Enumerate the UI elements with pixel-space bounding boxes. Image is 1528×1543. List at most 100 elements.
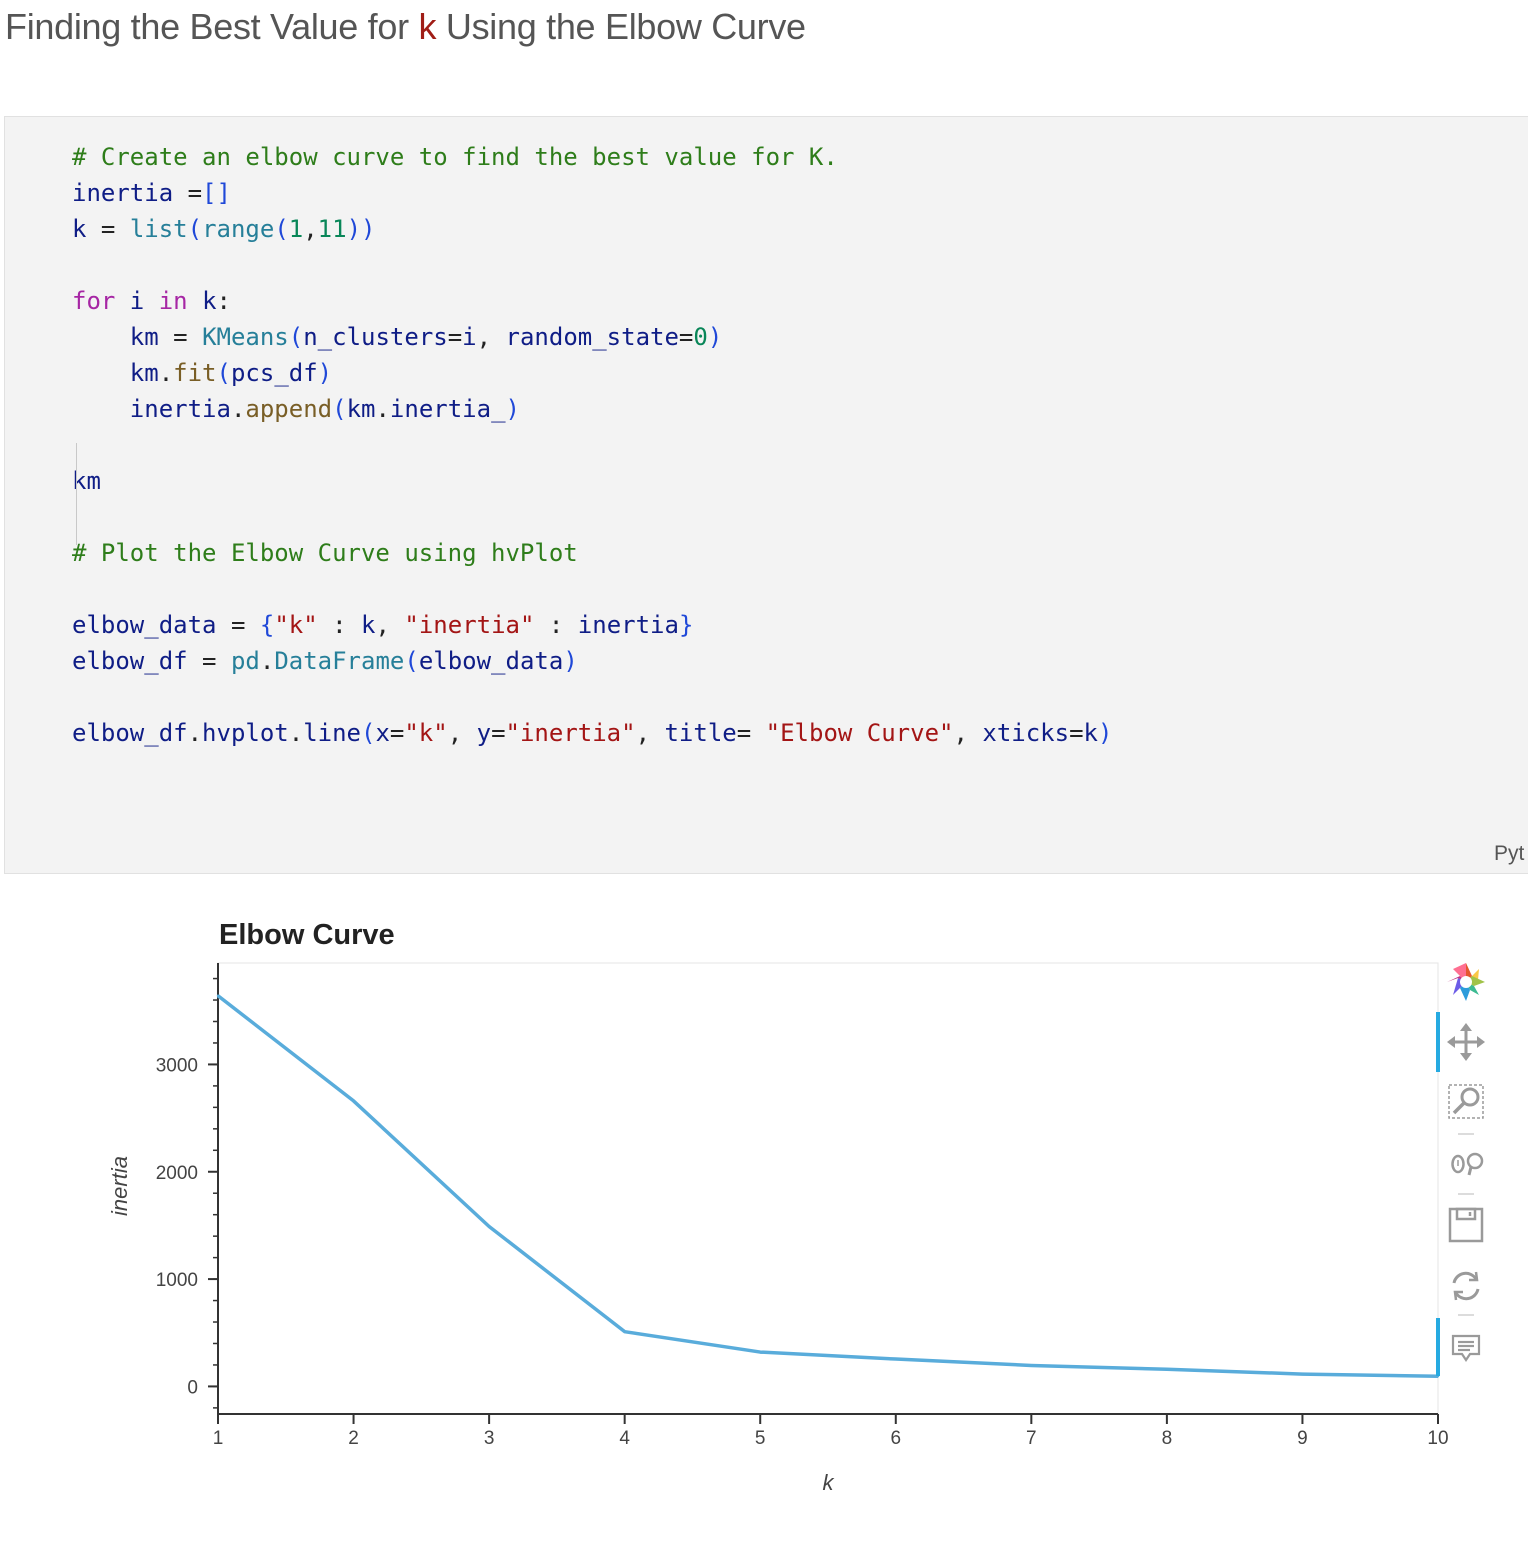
data-point[interactable]: [216, 994, 220, 997]
heading-text-before: Finding the Best Value for: [5, 6, 419, 47]
code-token: k: [187, 287, 217, 315]
code-token: inertia: [72, 179, 188, 207]
y-tick-label: 3000: [156, 1055, 198, 1076]
reset-icon[interactable]: [1452, 1271, 1480, 1301]
save-icon[interactable]: [1448, 1207, 1484, 1243]
code-line: inertia =[]: [72, 175, 1112, 211]
code-token: [318, 611, 332, 639]
code-token: pcs_df: [230, 359, 318, 387]
plot-frame[interactable]: [217, 962, 1439, 1415]
code-token: elbow_df: [72, 647, 203, 675]
code-token: .: [230, 395, 246, 423]
y-tick-label: 2000: [156, 1163, 198, 1184]
code-token: y: [462, 719, 492, 747]
code-token: (: [361, 719, 376, 747]
code-token: inertia: [72, 395, 231, 423]
code-token: ,: [447, 719, 463, 747]
code-line: elbow_df = pd.DataFrame(elbow_data): [72, 643, 1112, 679]
code-token: [751, 719, 765, 747]
code-line: for i in k:: [72, 283, 1112, 319]
code-token: =: [678, 323, 694, 351]
code-token: ,: [953, 719, 968, 747]
x-tick-label: 7: [1026, 1428, 1037, 1449]
data-point[interactable]: [894, 1357, 897, 1361]
code-token: 1: [288, 215, 304, 243]
code-editor[interactable]: # Create an elbow curve to find the best…: [72, 139, 1112, 751]
code-token: .: [187, 719, 203, 747]
data-point[interactable]: [487, 1225, 491, 1228]
hover-icon[interactable]: [1451, 1334, 1481, 1362]
x-axis-label: k: [823, 1470, 835, 1495]
code-token: ): [505, 395, 520, 423]
code-token: inertia: [563, 611, 679, 639]
code-token: [115, 215, 129, 243]
code-token: xticks: [967, 719, 1070, 747]
code-token: (: [274, 215, 289, 243]
code-token: 11: [317, 215, 347, 243]
x-tick-label: 2: [348, 1428, 359, 1449]
code-token: ,: [303, 215, 318, 243]
code-line: k = list(range(1,11)): [72, 211, 1112, 247]
code-token: inertia_: [389, 395, 506, 423]
code-token: :: [548, 611, 564, 639]
code-token: ,: [375, 611, 390, 639]
code-token: }: [678, 611, 694, 639]
code-token: title: [650, 719, 737, 747]
code-line: [72, 427, 1112, 463]
code-token: "Elbow Curve": [765, 719, 954, 747]
code-token: # Create an elbow curve to find the best…: [72, 143, 838, 171]
code-token: =: [230, 611, 246, 639]
wheel-zoom-icon[interactable]: [1451, 1152, 1484, 1176]
code-token: ): [1098, 719, 1113, 747]
code-token: 0: [693, 323, 708, 351]
code-line: inertia.append(km.inertia_): [72, 391, 1112, 427]
code-line: km.fit(pcs_df): [72, 355, 1112, 391]
code-token: k: [346, 611, 376, 639]
bokeh-logo-icon[interactable]: [1447, 963, 1485, 1001]
series-line[interactable]: [216, 994, 1439, 1378]
code-token: append: [245, 395, 333, 423]
code-token: [217, 647, 231, 675]
code-token: =: [389, 719, 405, 747]
box-zoom-icon[interactable]: [1448, 1084, 1484, 1119]
data-point[interactable]: [1030, 1364, 1033, 1367]
code-token: pd: [230, 647, 260, 675]
data-point[interactable]: [352, 1099, 355, 1103]
data-point[interactable]: [1301, 1372, 1304, 1376]
x-tick-label: 1: [213, 1428, 224, 1449]
hover-active-indicator: [1436, 1318, 1440, 1376]
code-token: i: [462, 323, 477, 351]
data-point[interactable]: [759, 1350, 762, 1354]
x-tick-label: 10: [1427, 1428, 1448, 1449]
code-token: [188, 323, 202, 351]
code-line: # Create an elbow curve to find the best…: [72, 139, 1112, 175]
code-line: elbow_data = {"k" : k, "inertia" : inert…: [72, 607, 1112, 643]
pan-icon[interactable]: [1447, 1023, 1485, 1061]
elbow-chart: Elbow Curve 0 1000 2000 3000 1 2 3 4 5 6 7 8 9 10 in…: [0, 890, 1528, 1538]
code-token: list: [129, 215, 188, 243]
code-token: km: [72, 323, 174, 351]
code-token: km: [346, 395, 376, 423]
code-line: [72, 679, 1112, 715]
code-token: []: [202, 179, 231, 207]
code-token: fit: [173, 359, 217, 387]
elbow-chart-svg: Elbow Curve 0 1000 2000 3000 1 2 3 4 5 6 7 8 9 10 in…: [107, 919, 1485, 1495]
section-heading: Finding the Best Value for k Using the E…: [5, 6, 806, 48]
code-token: (: [216, 359, 231, 387]
code-token: range: [202, 215, 275, 243]
x-tick-label: 4: [619, 1428, 630, 1449]
code-token: k: [72, 215, 101, 243]
code-cell[interactable]: # Create an elbow curve to find the best…: [4, 116, 1528, 874]
y-axis: 0 1000 2000 3000: [156, 963, 219, 1414]
cell-language-label[interactable]: Pyt: [1494, 842, 1525, 865]
data-point[interactable]: [1165, 1368, 1169, 1371]
indent-guide: [76, 443, 77, 545]
code-token: # Plot the Elbow Curve using hvPlot: [72, 539, 578, 567]
code-token: ): [317, 359, 333, 387]
code-token: .: [158, 359, 174, 387]
code-token: :: [332, 611, 347, 639]
code-token: (: [288, 323, 304, 351]
code-token: =: [491, 719, 506, 747]
y-tick-label: 0: [187, 1377, 198, 1398]
data-point[interactable]: [623, 1330, 626, 1333]
